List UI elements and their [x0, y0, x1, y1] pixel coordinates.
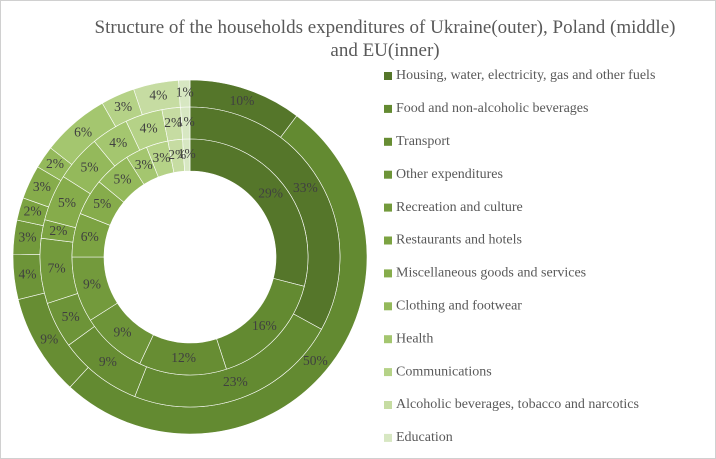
- legend-swatch: [384, 302, 392, 311]
- data-label: 2%: [46, 156, 64, 171]
- legend-label: Transport: [396, 134, 450, 149]
- data-label: 5%: [62, 309, 80, 324]
- data-label: 4%: [109, 135, 127, 150]
- data-label: 4%: [19, 267, 37, 282]
- legend-swatch: [384, 170, 392, 179]
- legend-label: Miscellaneous goods and services: [396, 266, 586, 281]
- legend-label: Clothing and footwear: [396, 299, 522, 314]
- data-label: 7%: [48, 261, 66, 276]
- legend-swatch: [384, 72, 392, 80]
- legend-swatch: [384, 368, 392, 377]
- data-label: 4%: [149, 88, 167, 103]
- legend-label: Health: [396, 331, 433, 346]
- data-label: 23%: [223, 374, 248, 389]
- legend-label: Education: [396, 430, 453, 445]
- legend-label: Recreation and culture: [396, 200, 523, 215]
- data-label: 4%: [140, 121, 158, 136]
- data-label: 6%: [81, 229, 99, 244]
- data-label: 50%: [303, 353, 328, 368]
- data-label: 9%: [99, 354, 117, 369]
- data-label: 29%: [258, 186, 283, 201]
- legend-swatch: [384, 203, 392, 212]
- data-label: 5%: [114, 172, 132, 187]
- legend-label: Alcoholic beverages, tobacco and narcoti…: [396, 397, 639, 412]
- data-label: 3%: [135, 157, 153, 172]
- data-label: 1%: [176, 85, 194, 100]
- data-label: 1%: [178, 146, 196, 161]
- data-label: 2%: [24, 204, 42, 219]
- data-label: 2%: [168, 147, 186, 162]
- data-label: 2%: [164, 115, 182, 130]
- data-label: 1%: [177, 114, 195, 129]
- data-label: 9%: [114, 325, 132, 340]
- legend-swatch: [384, 401, 392, 409]
- data-label: 3%: [153, 150, 171, 165]
- data-label: 3%: [19, 230, 37, 245]
- data-label: 10%: [230, 93, 255, 108]
- data-label: 16%: [252, 318, 277, 333]
- data-label: 3%: [33, 179, 51, 194]
- legend-swatch: [384, 335, 392, 344]
- chart-title: Structure of the households expenditures…: [94, 17, 676, 61]
- legend-label: Food and non-alcoholic beverages: [396, 101, 588, 116]
- legend-label: Other expenditures: [396, 167, 503, 182]
- data-label: 9%: [40, 331, 58, 346]
- legend-label: Restaurants and hotels: [396, 233, 522, 248]
- ring-segment: [182, 138, 191, 172]
- data-label: 5%: [93, 196, 111, 211]
- data-label: 12%: [171, 350, 196, 365]
- legend-swatch: [384, 433, 392, 442]
- legend-swatch: [384, 104, 392, 113]
- data-label: 3%: [114, 99, 132, 114]
- legend-swatch: [384, 269, 392, 278]
- data-label: 5%: [58, 195, 76, 210]
- data-label: 9%: [83, 277, 101, 292]
- legend-label: Housing, water, electricity, gas and oth…: [396, 68, 655, 83]
- data-label: 5%: [80, 159, 98, 174]
- legend-swatch: [384, 137, 392, 146]
- legend-label: Communications: [396, 364, 492, 379]
- data-label: 6%: [74, 124, 92, 139]
- legend-swatch: [384, 236, 392, 245]
- data-label: 2%: [49, 223, 67, 238]
- data-label: 33%: [293, 180, 318, 195]
